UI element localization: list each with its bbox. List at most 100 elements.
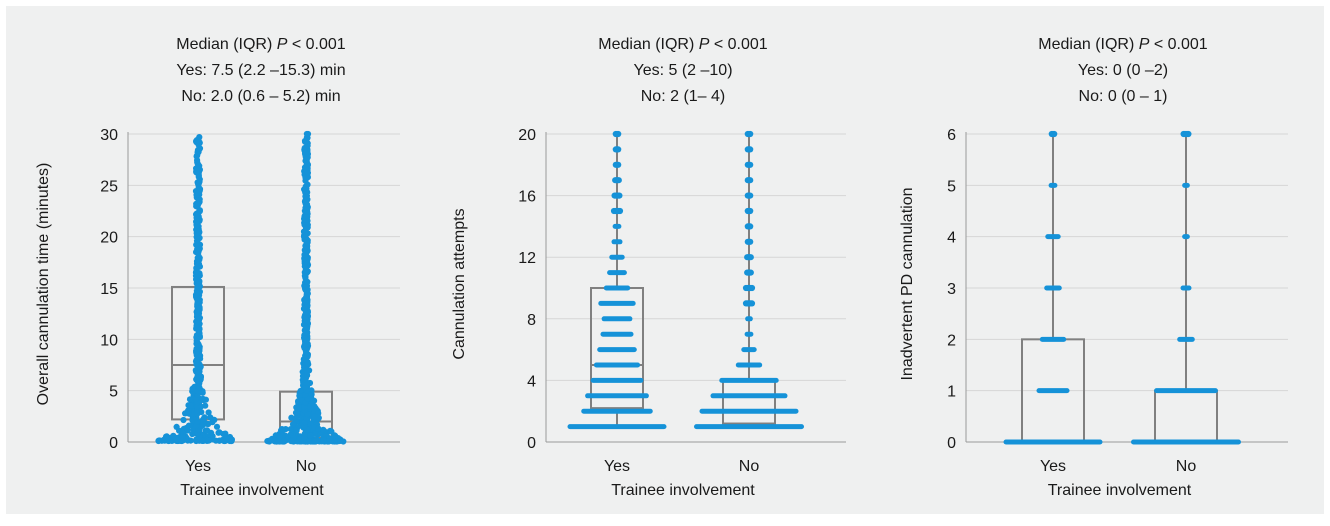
y-tick-label: 16 [518, 189, 536, 206]
data-point [187, 402, 194, 409]
data-point [205, 409, 212, 416]
data-point [1044, 285, 1062, 291]
y-tick-label: 5 [109, 384, 118, 401]
y-tick-label: 2 [947, 332, 956, 349]
panel-3: 0 1 2 3 4 5 6 Median (IQR) P < 0.001 Yes: 0 (0 –… [899, 36, 1288, 499]
y-tick-label: 30 [100, 127, 118, 144]
data-point [616, 207, 624, 215]
data-point [1045, 234, 1061, 240]
y-axis-label: Overall cannulation time (minutes) [35, 163, 52, 406]
data-point [747, 161, 754, 168]
y-tick-label: 10 [100, 332, 118, 349]
x-tick-label: No [1176, 458, 1197, 475]
figure: 0 5 10 15 20 25 30 Median (IQR) P < 0.001 Yes: 7… [6, 6, 1324, 514]
data-point [1051, 130, 1058, 138]
data-point [200, 416, 207, 423]
panel-header-line1: Median (IQR) P < 0.001 [176, 36, 346, 53]
data-point [1131, 439, 1241, 445]
data-point [173, 436, 180, 443]
data-point [267, 437, 274, 444]
data-point [205, 437, 212, 444]
data-point [184, 410, 192, 417]
x-tick-label: No [739, 458, 760, 475]
data-point [180, 416, 187, 424]
y-tick-label: 20 [100, 230, 118, 247]
data-point [747, 177, 754, 184]
data-point [315, 425, 322, 432]
panel-header-line3: No: 0 (0 – 1) [1079, 88, 1168, 105]
data-point [694, 424, 804, 430]
y-tick-label: 0 [527, 435, 536, 452]
panel-header-line1: Median (IQR) P < 0.001 [598, 36, 768, 53]
data-points [567, 130, 804, 430]
data-point [312, 438, 319, 445]
data-point [747, 146, 754, 153]
y-tick-label: 6 [947, 127, 956, 144]
data-point [213, 423, 221, 430]
data-point [185, 422, 193, 429]
data-point [609, 254, 625, 260]
data-point [301, 364, 308, 371]
x-tick-label: Yes [604, 458, 630, 475]
data-point [612, 223, 622, 229]
data-point [611, 239, 623, 245]
data-point [204, 427, 211, 434]
data-point [745, 316, 753, 322]
x-tick-label: Yes [185, 458, 211, 475]
data-point [747, 130, 754, 138]
data-points [1003, 130, 1241, 445]
y-axis-label: Cannulation attempts [451, 208, 468, 359]
data-point [296, 404, 303, 411]
panel-header-line2: Yes: 0 (0 –2) [1078, 62, 1168, 79]
data-point [600, 331, 634, 337]
data-point [1039, 336, 1067, 342]
data-point [202, 396, 209, 403]
data-point [747, 223, 754, 230]
data-point [747, 207, 754, 215]
y-tick-label: 8 [527, 312, 536, 329]
y-tick-label: 5 [947, 178, 956, 195]
y-tick-label: 4 [527, 373, 536, 390]
panel-1: 0 5 10 15 20 25 30 Median (IQR) P < 0.001 Yes: 7… [35, 36, 400, 499]
y-tick-label: 0 [109, 435, 118, 452]
data-point [744, 331, 754, 337]
x-axis-label: Trainee involvement [180, 482, 324, 499]
data-point [1003, 439, 1103, 445]
x-axis-label: Trainee involvement [1048, 482, 1192, 499]
panel-header-line2: Yes: 5 (2 –10) [633, 62, 732, 79]
x-axis-label: Trainee involvement [611, 482, 755, 499]
data-point [1048, 182, 1058, 188]
y-tick-label: 0 [947, 435, 956, 452]
data-point [597, 347, 637, 353]
data-point [615, 130, 622, 138]
data-point [710, 393, 788, 399]
data-point [196, 134, 203, 141]
data-point [193, 276, 200, 283]
data-point [581, 408, 653, 414]
data-point [615, 161, 622, 168]
y-tick-label: 4 [947, 230, 956, 247]
y-tick-label: 15 [100, 281, 118, 298]
y-tick-label: 1 [947, 384, 956, 401]
data-point [320, 426, 327, 433]
data-point [1177, 336, 1195, 342]
panel-header-line3: No: 2.0 (0.6 – 5.2) min [181, 88, 340, 105]
data-point [615, 177, 622, 184]
data-point [616, 192, 623, 199]
data-point [567, 424, 667, 430]
data-point [337, 437, 344, 444]
data-point [184, 427, 191, 434]
data-point [598, 300, 636, 306]
data-point [601, 316, 633, 322]
data-point [719, 377, 779, 383]
x-tick-label: No [296, 458, 317, 475]
data-point [735, 362, 763, 368]
data-point [747, 254, 754, 261]
data-point [603, 285, 631, 291]
data-point [222, 435, 230, 442]
data-point [216, 429, 223, 436]
panel-header-line3: No: 2 (1– 4) [641, 88, 725, 105]
y-tick-label: 12 [518, 250, 536, 267]
data-point [289, 421, 297, 428]
data-point [288, 438, 295, 445]
